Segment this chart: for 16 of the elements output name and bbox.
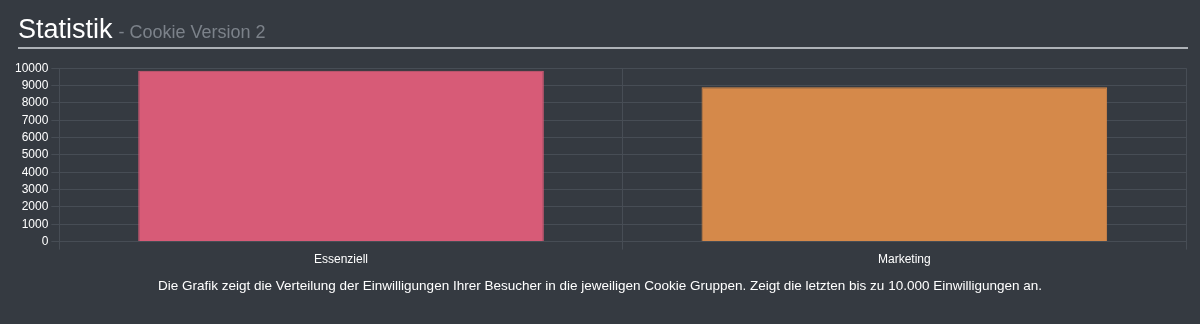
y-tick-label: 7000 [21,112,49,127]
y-tick-label: 9000 [21,77,49,92]
y-tick-label: 1000 [21,216,49,231]
y-tick-label: 5000 [21,147,49,162]
y-tick-label: 3000 [21,181,49,196]
y-tick-label: 4000 [21,164,49,179]
chart-title: Statistik [18,14,113,44]
x-tick-label: Marketing [878,252,931,267]
y-tick-label: 2000 [21,199,49,214]
y-tick-label: 10000 [14,60,49,75]
chart-subtitle: - Cookie Version 2 [118,22,266,42]
x-tick-label: Essenziell [314,252,369,267]
y-tick-label: 6000 [21,129,49,144]
text: Die Grafik zeigt die Verteilung der Einwilligungen Ihrer Besucher in die jeweiligen Cookie Gruppen. Zeigt die letzten bis zu 10.000 Einwilligungen an. [157,278,1043,293]
y-tick-label: 8000 [21,95,49,110]
y-tick-label: 0 [41,233,49,248]
